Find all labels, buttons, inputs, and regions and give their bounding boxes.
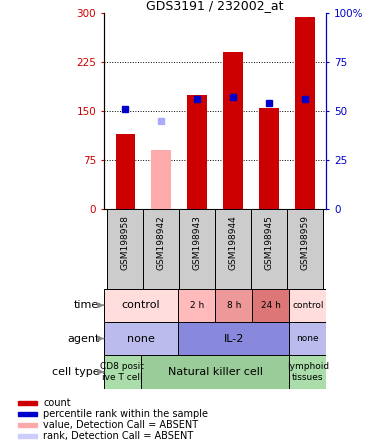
Bar (251, 209, 287, 289)
Bar (289, 289, 326, 322)
Bar (215, 289, 252, 322)
Bar (259, 108, 279, 209)
Bar (215, 209, 251, 289)
Bar (178, 289, 215, 322)
Text: 8 h: 8 h (227, 301, 241, 310)
Text: 24 h: 24 h (261, 301, 281, 310)
Bar (104, 322, 178, 355)
Bar (18, 434, 37, 439)
Text: GSM198943: GSM198943 (193, 215, 202, 270)
Bar (143, 209, 179, 289)
Bar (289, 322, 326, 355)
Text: GSM198959: GSM198959 (301, 215, 309, 270)
Text: none: none (127, 333, 155, 344)
Bar (151, 150, 171, 209)
Text: control: control (122, 300, 160, 310)
Bar (187, 95, 207, 209)
Bar (108, 209, 143, 289)
Bar (287, 209, 323, 289)
Text: time: time (74, 300, 99, 310)
Text: IL-2: IL-2 (224, 333, 244, 344)
Text: rank, Detection Call = ABSENT: rank, Detection Call = ABSENT (43, 432, 193, 441)
Text: GSM198945: GSM198945 (265, 215, 273, 270)
Text: GSM198958: GSM198958 (121, 215, 130, 270)
Text: value, Detection Call = ABSENT: value, Detection Call = ABSENT (43, 420, 198, 430)
Text: GSM198944: GSM198944 (229, 215, 238, 270)
Bar (179, 209, 215, 289)
Text: GSM198942: GSM198942 (157, 215, 166, 270)
Text: agent: agent (67, 333, 99, 344)
Bar (104, 289, 178, 322)
Text: Natural killer cell: Natural killer cell (168, 367, 263, 377)
Title: GDS3191 / 232002_at: GDS3191 / 232002_at (147, 0, 284, 12)
Bar (18, 424, 37, 427)
Bar (104, 355, 141, 388)
Text: count: count (43, 398, 70, 408)
Text: none: none (297, 334, 319, 343)
Bar (289, 355, 326, 388)
Text: control: control (292, 301, 324, 310)
Bar (252, 289, 289, 322)
Bar (18, 412, 37, 416)
Bar (115, 134, 135, 209)
Text: lymphoid
tissues: lymphoid tissues (287, 362, 329, 381)
Text: CD8 posit
ive T cell: CD8 posit ive T cell (101, 362, 144, 381)
Text: cell type: cell type (52, 367, 99, 377)
Bar (295, 16, 315, 209)
Bar (178, 322, 289, 355)
Bar (141, 355, 289, 388)
Text: 2 h: 2 h (190, 301, 204, 310)
Bar (223, 52, 243, 209)
Text: percentile rank within the sample: percentile rank within the sample (43, 409, 208, 419)
Bar (18, 401, 37, 405)
